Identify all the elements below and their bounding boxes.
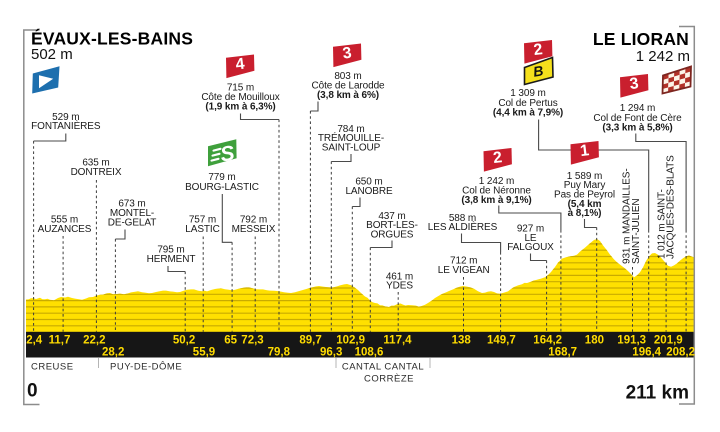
svg-text:50,2: 50,2 [173, 334, 195, 346]
svg-text:4: 4 [235, 56, 246, 74]
svg-text:931 m MANDAILLES-: 931 m MANDAILLES- [622, 168, 633, 264]
svg-text:588 m: 588 m [449, 213, 476, 224]
svg-text:529 m: 529 m [52, 112, 79, 123]
svg-text:11,7: 11,7 [49, 334, 71, 346]
svg-text:22,2: 22,2 [83, 334, 105, 346]
svg-text:927 m: 927 m [517, 224, 544, 235]
svg-text:1 294 m: 1 294 m [620, 103, 655, 114]
svg-text:Pas de Peyrol: Pas de Peyrol [554, 189, 615, 200]
svg-text:784 m: 784 m [337, 124, 364, 135]
svg-text:89,7: 89,7 [299, 334, 321, 346]
svg-text:B: B [532, 62, 545, 79]
svg-text:96,3: 96,3 [320, 347, 342, 359]
svg-text:Puy Mary: Puy Mary [564, 180, 606, 191]
svg-text:65: 65 [224, 334, 237, 346]
svg-text:SAINT-LOUP: SAINT-LOUP [322, 142, 381, 153]
svg-text:MESSEIX: MESSEIX [232, 224, 276, 235]
svg-text:CANTAL CANTAL: CANTAL CANTAL [342, 362, 424, 373]
svg-text:(1,9 km à 6,3%): (1,9 km à 6,3%) [205, 102, 275, 113]
svg-text:0: 0 [27, 381, 38, 402]
svg-text:TRÉMOUILLE-: TRÉMOUILLE- [318, 131, 384, 144]
svg-text:(3,8 km à 6%): (3,8 km à 6%) [317, 90, 379, 101]
svg-text:2,4: 2,4 [26, 334, 43, 346]
svg-text:PUY-DE-DÔME: PUY-DE-DÔME [110, 362, 182, 373]
svg-text:3: 3 [629, 75, 640, 93]
svg-text:LANOBRE: LANOBRE [345, 186, 393, 197]
svg-text:108,6: 108,6 [355, 347, 384, 359]
svg-text:779 m: 779 m [208, 172, 235, 183]
svg-text:LE LIORAN: LE LIORAN [593, 29, 689, 49]
svg-text:Côte de Mouilloux: Côte de Mouilloux [201, 92, 279, 103]
svg-text:715 m: 715 m [227, 83, 254, 94]
svg-text:HERMENT: HERMENT [147, 254, 196, 265]
svg-text:LASTIC: LASTIC [185, 224, 219, 235]
svg-text:792 m: 792 m [240, 215, 267, 226]
svg-text:1: 1 [579, 142, 590, 160]
svg-text:LE: LE [524, 233, 536, 244]
svg-text:1 242 m: 1 242 m [479, 176, 514, 187]
svg-text:208,2: 208,2 [666, 347, 695, 359]
svg-text:FALGOUX: FALGOUX [507, 242, 554, 253]
svg-text:JACQUES-DES-BLATS: JACQUES-DES-BLATS [666, 155, 677, 259]
svg-text:555 m: 555 m [51, 215, 78, 226]
svg-text:LES ALDIÈRES: LES ALDIÈRES [428, 220, 498, 233]
svg-text:168,7: 168,7 [548, 347, 577, 359]
svg-text:211 km: 211 km [626, 383, 689, 404]
svg-text:LE VIGEAN: LE VIGEAN [438, 265, 490, 276]
svg-text:712 m: 712 m [450, 256, 477, 267]
svg-text:1 012 m SAINT-: 1 012 m SAINT- [656, 189, 667, 259]
svg-text:(3,3 km à 5,8%): (3,3 km à 5,8%) [602, 123, 672, 134]
svg-text:28,2: 28,2 [102, 347, 124, 359]
svg-text:(3,8 km à 9,1%): (3,8 km à 9,1%) [461, 195, 531, 206]
svg-text:1 242 m: 1 242 m [636, 48, 690, 65]
svg-text:Col de Pertus: Col de Pertus [498, 98, 557, 109]
svg-text:803 m: 803 m [334, 71, 361, 82]
svg-text:757 m: 757 m [189, 215, 216, 226]
svg-text:CREUSE: CREUSE [31, 362, 74, 373]
svg-text:55,9: 55,9 [193, 347, 215, 359]
svg-text:795 m: 795 m [157, 245, 184, 256]
svg-text:DE-GELAT: DE-GELAT [108, 218, 156, 229]
svg-text:2: 2 [492, 149, 503, 167]
svg-text:201,9: 201,9 [654, 334, 683, 346]
svg-text:673 m: 673 m [118, 199, 145, 210]
svg-text:DONTREIX: DONTREIX [71, 167, 122, 178]
svg-text:196,4: 196,4 [632, 347, 661, 359]
svg-text:461 m: 461 m [386, 272, 413, 283]
svg-text:149,7: 149,7 [487, 334, 516, 346]
svg-text:117,4: 117,4 [383, 334, 412, 346]
svg-text:AUZANCES: AUZANCES [38, 224, 92, 235]
svg-text:164,2: 164,2 [533, 334, 562, 346]
svg-text:138: 138 [452, 334, 472, 346]
svg-text:(4,4 km à 7,9%): (4,4 km à 7,9%) [493, 108, 563, 119]
svg-text:à 8,1%): à 8,1%) [568, 208, 602, 219]
svg-text:180: 180 [585, 334, 604, 346]
svg-text:102,9: 102,9 [336, 334, 365, 346]
svg-text:BOURG-LASTIC: BOURG-LASTIC [185, 182, 259, 193]
svg-text:Col de Font de Cère: Col de Font de Cère [593, 113, 682, 124]
svg-text:Côte de Larodde: Côte de Larodde [311, 81, 385, 92]
svg-text:72,3: 72,3 [241, 334, 263, 346]
svg-text:MONTEL-: MONTEL- [110, 208, 154, 219]
svg-text:(5,4 km: (5,4 km [568, 199, 602, 210]
svg-text:191,3: 191,3 [617, 334, 646, 346]
svg-text:SAINT-JULIEN: SAINT-JULIEN [631, 199, 642, 264]
svg-text:650 m: 650 m [355, 177, 382, 188]
svg-text:2: 2 [533, 41, 544, 59]
svg-text:79,8: 79,8 [268, 347, 291, 359]
svg-text:YDES: YDES [386, 281, 413, 292]
svg-text:502 m: 502 m [31, 46, 73, 63]
svg-text:3: 3 [342, 45, 353, 63]
svg-text:1 589 m: 1 589 m [567, 171, 602, 182]
svg-text:1 309 m: 1 309 m [510, 88, 545, 99]
svg-text:CORRÈZE: CORRÈZE [364, 374, 414, 385]
svg-text:FONTANIÈRES: FONTANIÈRES [31, 119, 101, 132]
svg-text:437 m: 437 m [378, 211, 405, 222]
svg-text:ÉVAUX-LES-BAINS: ÉVAUX-LES-BAINS [31, 27, 193, 48]
svg-text:S: S [219, 142, 236, 167]
svg-text:Col de Néronne: Col de Néronne [462, 185, 531, 196]
svg-text:BORT-LES-: BORT-LES- [366, 220, 418, 231]
svg-text:635 m: 635 m [82, 158, 109, 169]
svg-text:ORGUES: ORGUES [371, 229, 414, 240]
